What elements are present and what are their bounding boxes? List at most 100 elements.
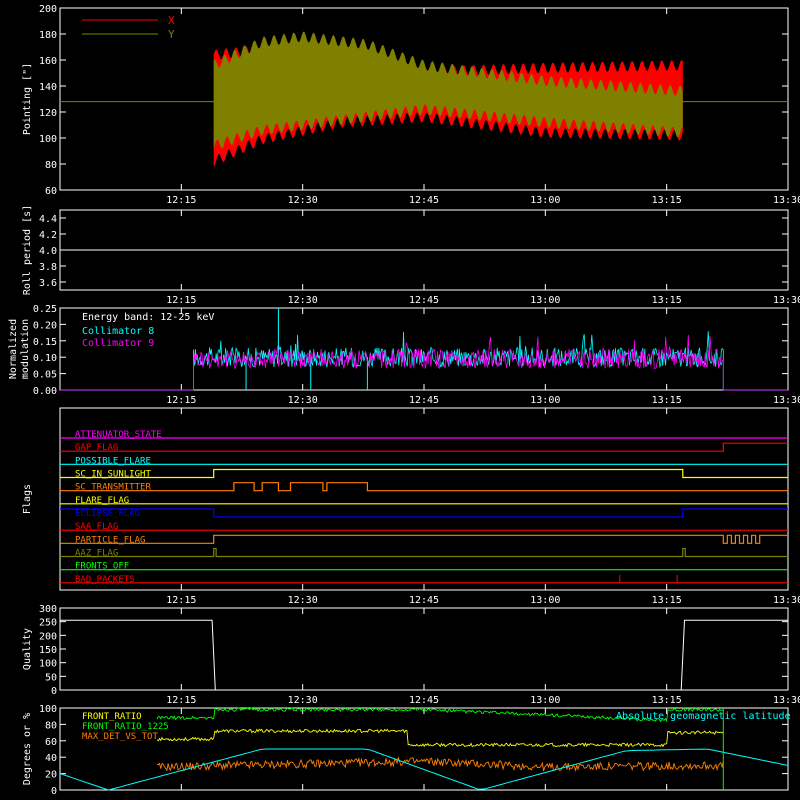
quality-xtick-label: 12:15 — [166, 695, 196, 706]
modulation-ylabel-line1: Normalized — [8, 319, 19, 379]
modulation-ytick-label: 0.25 — [33, 304, 57, 315]
ratio-legend-3: MAX_DET_VS_TOT — [82, 732, 158, 742]
quality-line — [60, 619, 788, 691]
modulation-xtick-label: 13:00 — [530, 395, 560, 406]
flag-label-sc-in-sunlight: SC_IN_SUNLIGHT — [75, 470, 151, 480]
flag-label-eclipse-flag: ECLIPSE_FLAG — [75, 509, 140, 519]
ratio-legend-1: FRONT_RATIO — [82, 712, 142, 722]
pointing-xtick-label: 12:15 — [166, 195, 196, 206]
pointing-xtick-label: 13:00 — [530, 195, 560, 206]
roll-period-ytick-label: 4.2 — [39, 230, 57, 241]
quality-xtick-label: 12:45 — [409, 695, 439, 706]
pointing-ytick-label: 60 — [45, 186, 57, 197]
ratios-ylabel: Degrees or % — [22, 713, 33, 785]
flags-ylabel: Flags — [22, 484, 33, 514]
flag-label-flare-flag: FLARE_FLAG — [75, 496, 129, 506]
quality-ylabel: Quality — [22, 628, 33, 670]
pointing-series-y — [213, 31, 683, 149]
ratios-ytick-label: 40 — [45, 753, 57, 764]
flag-line-aaz-flag — [60, 547, 788, 558]
flags-frame — [59, 407, 789, 591]
quality-ytick-label: 0 — [51, 686, 57, 697]
flag-label-saa-flag: SAA_FLAG — [75, 522, 118, 532]
ratio-series-front-ratio — [156, 728, 724, 748]
quality-xtick-label: 12:30 — [288, 695, 318, 706]
pointing-xtick-label: 12:30 — [288, 195, 318, 206]
modulation-series-0 — [60, 331, 788, 391]
modulation-ytick-label: 0.15 — [33, 337, 57, 348]
pointing-legend-label-x: X — [168, 14, 175, 27]
flag-line-sc-transmitter — [60, 482, 788, 492]
roll-period-ytick-label: 4.0 — [39, 246, 57, 257]
modulation-ytick-label: 0.05 — [33, 370, 57, 381]
roll-period-xtick-label: 13:30 — [773, 295, 800, 306]
flag-line-gap-flag — [60, 442, 788, 452]
flag-label-possible-flare: POSSIBLE_FLARE — [75, 456, 151, 466]
modulation-xtick-label: 12:30 — [288, 395, 318, 406]
ratio-series-front-ratio-1225 — [156, 707, 724, 723]
roll-period-ytick-label: 3.8 — [39, 262, 57, 273]
ratio-legend-2: FRONT_RATIO_1225 — [82, 722, 169, 732]
flag-line-eclipse-flag — [60, 508, 788, 518]
pointing-ytick-label: 180 — [39, 30, 57, 41]
roll-period-ytick-label: 4.4 — [39, 214, 57, 225]
roll-period-ytick-label: 3.6 — [39, 278, 57, 289]
pointing-ytick-label: 200 — [39, 4, 57, 15]
ratio-series-absolute-geomagnetic-latitude — [59, 748, 789, 791]
flags-xtick-label: 12:45 — [409, 595, 439, 606]
pointing-ytick-label: 160 — [39, 56, 57, 67]
modulation-ylabel-line2: modulation — [20, 319, 31, 379]
modulation-ytick-label: 0.20 — [33, 320, 57, 331]
flags-xtick-label: 13:15 — [652, 595, 682, 606]
modulation-annotation: Energy band: 12-25 keV — [82, 312, 214, 323]
flag-label-sc-transmitter: SC_TRANSMITTER — [75, 483, 151, 493]
ratio-annotation: Absolute geomagnetic latitude — [616, 711, 791, 722]
pointing-ylabel: Pointing ["] — [22, 63, 33, 135]
pointing-ytick-label: 100 — [39, 134, 57, 145]
pointing-ytick-label: 120 — [39, 108, 57, 119]
flags-xtick-label: 13:30 — [773, 595, 800, 606]
roll-period-ylabel: Roll period [s] — [22, 205, 33, 295]
ratios-ytick-label: 0 — [51, 786, 57, 797]
pointing-ytick-label: 80 — [45, 160, 57, 171]
roll-period-xtick-label: 13:15 — [652, 295, 682, 306]
flags-xtick-label: 12:15 — [166, 595, 196, 606]
modulation-ytick-label: 0.00 — [33, 386, 57, 397]
ratios-ytick-label: 60 — [45, 737, 57, 748]
pointing-xtick-label: 13:15 — [652, 195, 682, 206]
ratios-ytick-label: 80 — [45, 720, 57, 731]
modulation-ytick-label: 0.10 — [33, 353, 57, 364]
modulation-xtick-label: 13:15 — [652, 395, 682, 406]
quality-ytick-label: 50 — [45, 672, 57, 683]
quality-xtick-label: 13:30 — [773, 695, 800, 706]
flag-label-particle-flag: PARTICLE_FLAG — [75, 535, 145, 545]
modulation-legend-1: Collimator 8 — [82, 326, 154, 337]
flag-label-bad-packets: BAD_PACKETS — [75, 575, 135, 585]
roll-period-xtick-label: 12:15 — [166, 295, 196, 306]
quality-ytick-label: 300 — [39, 604, 57, 615]
flag-label-aaz-flag: AAZ_FLAG — [75, 549, 118, 559]
quality-ytick-label: 250 — [39, 618, 57, 629]
ratios-ytick-label: 100 — [39, 704, 57, 715]
roll-period-xtick-label: 12:45 — [409, 295, 439, 306]
flags-xtick-label: 13:00 — [530, 595, 560, 606]
modulation-xtick-label: 12:15 — [166, 395, 196, 406]
pointing-ytick-label: 140 — [39, 82, 57, 93]
modulation-xtick-label: 12:45 — [409, 395, 439, 406]
flag-line-sc-in-sunlight — [60, 468, 788, 479]
quality-xtick-label: 13:15 — [652, 695, 682, 706]
modulation-xtick-label: 13:30 — [773, 395, 800, 406]
pointing-xtick-label: 12:45 — [409, 195, 439, 206]
ratios-ytick-label: 20 — [45, 770, 57, 781]
modulation-series-1 — [60, 334, 788, 391]
pointing-legend-label-y: Y — [168, 28, 175, 41]
flag-line-particle-flag — [60, 534, 788, 544]
quality-ytick-label: 100 — [39, 659, 57, 670]
flag-label-attenuator-state: ATTENUATOR_STATE — [75, 430, 162, 440]
flag-label-fronts-off: FRONTS_OFF — [75, 562, 129, 572]
flags-xtick-label: 12:30 — [288, 595, 318, 606]
roll-period-xtick-label: 12:30 — [288, 295, 318, 306]
pointing-xtick-label: 13:30 — [773, 195, 800, 206]
